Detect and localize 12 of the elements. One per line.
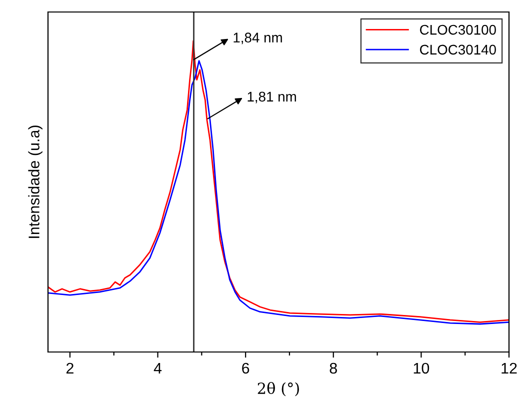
annotation: 1,84 nm xyxy=(234,32,282,44)
annotation: 1,81 nm xyxy=(248,92,296,104)
x-tick-label: 10 xyxy=(414,362,430,374)
x-axis-title: 2θ (°) xyxy=(258,382,299,396)
x-tick-label: 8 xyxy=(330,362,337,374)
legend-label: CLOC30140 xyxy=(420,44,496,55)
x-tick-label: 4 xyxy=(154,362,162,374)
x-tick-label: 2 xyxy=(66,362,74,374)
legend-label: CLOC30100 xyxy=(420,24,496,35)
x-tick-label: 12 xyxy=(502,362,517,374)
y-axis-title: Intensidade (u.a) xyxy=(28,126,42,238)
x-tick-label: 6 xyxy=(242,362,250,374)
